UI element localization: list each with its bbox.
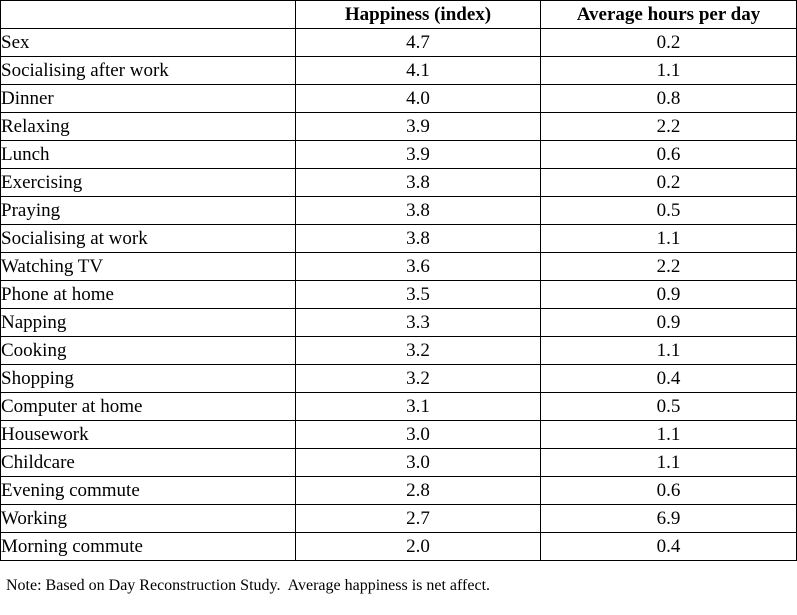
- activity-cell: Morning commute: [0, 532, 296, 561]
- table-row: Relaxing 3.9 2.2: [0, 112, 797, 141]
- activity-cell: Housework: [0, 420, 296, 449]
- activity-cell: Childcare: [0, 448, 296, 477]
- activity-cell: Computer at home: [0, 392, 296, 421]
- hours-cell: 6.9: [540, 504, 797, 533]
- activity-cell: Watching TV: [0, 252, 296, 281]
- table-row: Sex 4.7 0.2: [0, 28, 797, 57]
- activity-cell: Phone at home: [0, 280, 296, 309]
- happiness-cell: 3.9: [295, 112, 541, 141]
- activity-cell: Lunch: [0, 140, 296, 169]
- table-row: Praying 3.8 0.5: [0, 196, 797, 225]
- table-row: Computer at home 3.1 0.5: [0, 392, 797, 421]
- activity-cell: Shopping: [0, 364, 296, 393]
- table-row: Dinner 4.0 0.8: [0, 84, 797, 113]
- happiness-cell: 3.8: [295, 196, 541, 225]
- happiness-column-header: Happiness (index): [295, 0, 541, 29]
- happiness-cell: 4.0: [295, 84, 541, 113]
- hours-cell: 1.1: [540, 56, 797, 85]
- table-row: Working 2.7 6.9: [0, 504, 797, 533]
- activity-cell: Napping: [0, 308, 296, 337]
- activity-cell: Cooking: [0, 336, 296, 365]
- activity-cell: Socialising at work: [0, 224, 296, 253]
- table-row: Exercising 3.8 0.2: [0, 168, 797, 197]
- table-row: Socialising after work 4.1 1.1: [0, 56, 797, 85]
- table-row: Lunch 3.9 0.6: [0, 140, 797, 169]
- table-row: Watching TV 3.6 2.2: [0, 252, 797, 281]
- table-row: Napping 3.3 0.9: [0, 308, 797, 337]
- happiness-cell: 3.2: [295, 364, 541, 393]
- hours-cell: 0.6: [540, 140, 797, 169]
- hours-cell: 0.5: [540, 392, 797, 421]
- hours-cell: 0.4: [540, 364, 797, 393]
- hours-cell: 0.2: [540, 168, 797, 197]
- happiness-cell: 3.3: [295, 308, 541, 337]
- hours-cell: 0.2: [540, 28, 797, 57]
- happiness-cell: 3.2: [295, 336, 541, 365]
- happiness-cell: 3.0: [295, 448, 541, 477]
- happiness-cell: 3.0: [295, 420, 541, 449]
- activity-cell: Dinner: [0, 84, 296, 113]
- happiness-cell: 3.5: [295, 280, 541, 309]
- table-row: Evening commute 2.8 0.6: [0, 476, 797, 505]
- hours-cell: 0.9: [540, 308, 797, 337]
- activities-table: Happiness (index) Average hours per day …: [0, 0, 797, 561]
- happiness-cell: 4.1: [295, 56, 541, 85]
- table-row: Morning commute 2.0 0.4: [0, 532, 797, 561]
- table-body: Sex 4.7 0.2 Socialising after work 4.1 1.1 Din…: [0, 28, 797, 561]
- header-row: Happiness (index) Average hours per day: [0, 0, 797, 29]
- hours-cell: 0.9: [540, 280, 797, 309]
- table-row: Cooking 3.2 1.1: [0, 336, 797, 365]
- activity-cell: Working: [0, 504, 296, 533]
- hours-cell: 0.6: [540, 476, 797, 505]
- activity-column-header: [0, 0, 296, 29]
- table-note: Note: Based on Day Reconstruction Study.…: [6, 577, 491, 594]
- hours-cell: 1.1: [540, 448, 797, 477]
- activity-cell: Exercising: [0, 168, 296, 197]
- table-row: Housework 3.0 1.1: [0, 420, 797, 449]
- activity-cell: Sex: [0, 28, 296, 57]
- happiness-cell: 4.7: [295, 28, 541, 57]
- hours-cell: 2.2: [540, 252, 797, 281]
- hours-cell: 2.2: [540, 112, 797, 141]
- happiness-cell: 3.8: [295, 224, 541, 253]
- activity-cell: Socialising after work: [0, 56, 296, 85]
- hours-cell: 1.1: [540, 336, 797, 365]
- activity-cell: Evening commute: [0, 476, 296, 505]
- hours-column-header: Average hours per day: [540, 0, 797, 29]
- happiness-cell: 3.8: [295, 168, 541, 197]
- happiness-cell: 2.0: [295, 532, 541, 561]
- activity-cell: Praying: [0, 196, 296, 225]
- happiness-cell: 3.6: [295, 252, 541, 281]
- activity-cell: Relaxing: [0, 112, 296, 141]
- hours-cell: 0.4: [540, 532, 797, 561]
- happiness-cell: 3.9: [295, 140, 541, 169]
- happiness-cell: 2.7: [295, 504, 541, 533]
- table-row: Shopping 3.2 0.4: [0, 364, 797, 393]
- table-row: Socialising at work 3.8 1.1: [0, 224, 797, 253]
- hours-cell: 0.8: [540, 84, 797, 113]
- hours-cell: 0.5: [540, 196, 797, 225]
- hours-cell: 1.1: [540, 224, 797, 253]
- happiness-cell: 3.1: [295, 392, 541, 421]
- table-row: Childcare 3.0 1.1: [0, 448, 797, 477]
- table-row: Phone at home 3.5 0.9: [0, 280, 797, 309]
- hours-cell: 1.1: [540, 420, 797, 449]
- happiness-cell: 2.8: [295, 476, 541, 505]
